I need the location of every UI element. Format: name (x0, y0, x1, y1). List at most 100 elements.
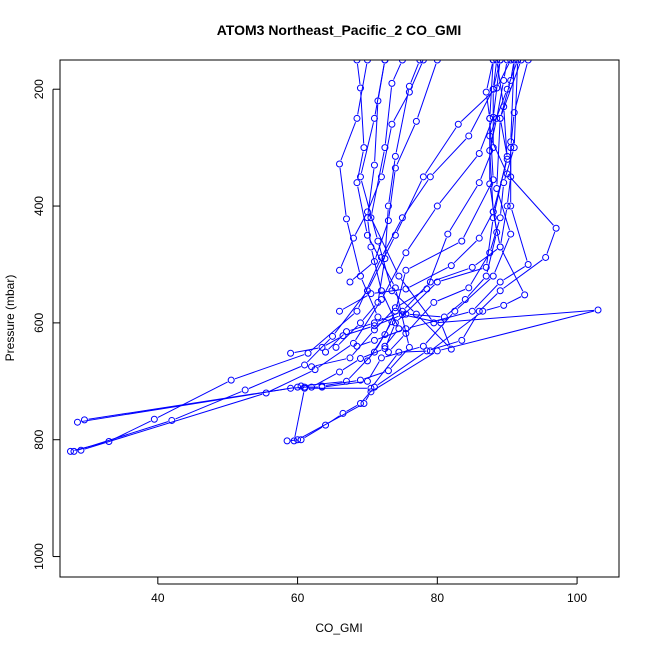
data-point (363, 231, 371, 239)
series-line-segment (393, 63, 402, 80)
series-2 (70, 60, 515, 455)
data-point (496, 60, 504, 64)
series-line-segment (157, 381, 228, 418)
data-point (370, 322, 378, 330)
series-line-segment (385, 326, 395, 346)
data-point (433, 202, 441, 210)
data-point (496, 278, 504, 286)
data-point (507, 202, 515, 210)
series-line-segment (354, 215, 367, 235)
series-line-segment (325, 337, 340, 346)
data-point (405, 82, 413, 90)
series-line-segment (417, 63, 437, 118)
series-line-segment (470, 92, 492, 133)
data-point (507, 60, 515, 64)
data-point (475, 149, 483, 157)
series-line-segment (486, 63, 493, 89)
series-line-segment (475, 248, 498, 266)
series-line-segment (367, 169, 375, 214)
series-line-segment (489, 122, 494, 176)
series-line-segment (360, 92, 365, 144)
series-line-segment (508, 63, 517, 86)
series-line-segment (433, 268, 469, 282)
series-22 (332, 60, 424, 351)
series-line-segment (489, 187, 497, 229)
series-4 (73, 60, 525, 426)
data-point (419, 60, 427, 64)
data-point (342, 328, 350, 336)
data-point (391, 319, 399, 327)
series-line-segment (310, 313, 355, 352)
data-point (465, 132, 473, 140)
data-point (412, 117, 420, 125)
data-point (77, 446, 85, 454)
data-point (500, 179, 508, 187)
data-point (426, 173, 434, 181)
data-point (374, 313, 382, 321)
y-tick-label: 800 (32, 429, 46, 449)
series-line-segment (511, 209, 528, 261)
data-point (486, 114, 494, 122)
data-point (489, 272, 497, 280)
series-line-segment (439, 156, 478, 204)
data-point (447, 345, 455, 353)
data-point (451, 307, 459, 315)
series-line-segment (342, 295, 368, 310)
series-8 (294, 60, 602, 444)
data-point (419, 342, 427, 350)
data-point (377, 354, 385, 362)
data-point (426, 347, 434, 355)
series-line-segment (234, 354, 305, 380)
series-line-segment (507, 296, 522, 305)
data-point (336, 266, 343, 274)
series-line-segment (384, 87, 392, 144)
data-point (339, 332, 347, 340)
data-point (370, 348, 378, 356)
data-point (500, 301, 508, 309)
data-point (395, 348, 403, 356)
series-line-segment (84, 393, 263, 450)
data-point (496, 243, 504, 251)
data-point (297, 436, 305, 444)
data-point (304, 349, 312, 357)
series-line-segment (269, 370, 312, 392)
data-point (496, 287, 504, 295)
data-point (423, 285, 431, 293)
data-point (398, 60, 406, 64)
series-line-segment (378, 63, 385, 98)
series-line-segment (346, 222, 360, 273)
series-line-segment (425, 313, 453, 344)
series-line-segment (357, 186, 368, 232)
data-point (287, 349, 295, 357)
data-point (405, 343, 413, 351)
series-1 (66, 60, 504, 455)
data-point (381, 255, 389, 263)
series-line-segment (449, 185, 478, 231)
series-14 (363, 60, 497, 365)
data-point (356, 272, 364, 280)
data-point (542, 253, 550, 261)
series-3 (77, 60, 504, 454)
series-line-segment (395, 90, 410, 153)
data-point (374, 237, 382, 245)
series-line-segment (463, 314, 478, 338)
data-point (489, 85, 497, 93)
data-point (322, 348, 330, 356)
data-point (294, 436, 302, 444)
series-line-segment (375, 224, 388, 258)
data-point (384, 348, 392, 356)
data-point (332, 343, 340, 351)
series-line-segment (463, 183, 492, 238)
data-point (461, 296, 469, 304)
data-point (391, 231, 399, 239)
data-point (510, 109, 518, 117)
series-line-segment (418, 316, 449, 347)
series-line-segment (501, 250, 524, 292)
data-point (405, 88, 413, 96)
series-line-segment (315, 358, 347, 367)
data-point (507, 230, 515, 238)
series-16 (336, 60, 427, 274)
series-line-segment (362, 389, 373, 401)
data-point (426, 278, 434, 286)
y-tick-label: 600 (32, 313, 46, 333)
